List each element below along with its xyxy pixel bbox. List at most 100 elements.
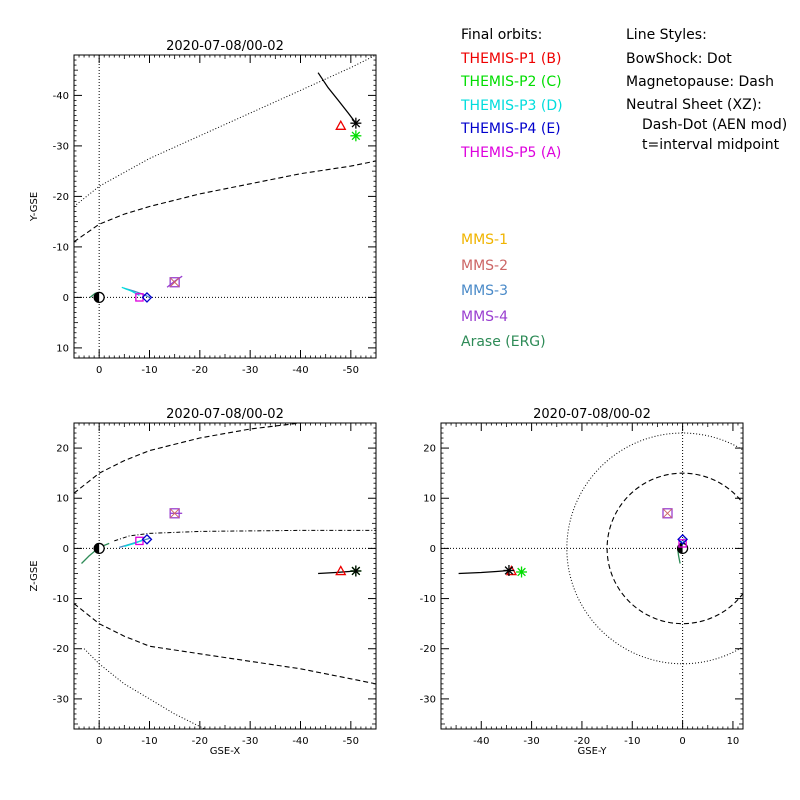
y-axis-label: Y-GSE <box>29 192 40 222</box>
x-axis-label: GSE-X <box>210 746 241 757</box>
x-tick-label: -40 <box>292 365 308 376</box>
legend-neutral-sheet-style: Neutral Sheet (XZ): <box>626 96 762 113</box>
marker-shape <box>135 536 144 546</box>
plot-title: 2020-07-08/00-02 <box>533 407 651 422</box>
x-tick-label: -40 <box>292 736 308 747</box>
plot-panel-2: 0 -10 -20 -30 -40 -50 20 10 0 -10 -20 -30 2020-07-08… <box>29 407 377 757</box>
marker-stroke <box>169 277 180 288</box>
y-tick-label: -30 <box>53 141 69 152</box>
legend-themis-p3: THEMIS-P3 (D) <box>461 97 563 114</box>
orbit-track <box>458 569 509 575</box>
legend-final-orbits-title: Final orbits: <box>461 27 543 43</box>
marker-stroke <box>351 131 361 141</box>
marker-themis-p3 <box>350 565 362 577</box>
marker-stroke <box>662 508 673 519</box>
plot-panel-3: -40 -30 -20 -10 0 10 20 10 0 -10 -20 -30 2020-07-08/… <box>420 407 744 757</box>
marker-shape <box>169 508 180 519</box>
y-tick-label: -10 <box>53 242 69 253</box>
y-tick-label: 10 <box>423 494 436 505</box>
x-tick-label: -20 <box>192 365 208 376</box>
marker-themis-p3 <box>350 117 362 129</box>
marker-mms-3 <box>141 291 153 303</box>
legend-line-styles-title: Line Styles: <box>626 27 707 43</box>
magnetopause-curve-bottom <box>74 603 376 685</box>
y-tick-label: -20 <box>53 192 69 203</box>
marker-themis-p1 <box>335 119 347 130</box>
y-axis-label: Z-GSE <box>29 560 40 591</box>
plot-frame <box>73 54 377 359</box>
legend-themis-p2: THEMIS-P2 (C) <box>461 74 562 90</box>
marker-shape <box>678 539 687 548</box>
marker-themis-p2 <box>350 130 362 142</box>
marker-shape <box>335 565 347 576</box>
marker-shape <box>662 508 673 519</box>
legend-mms-2: MMS-2 <box>461 257 509 274</box>
y-tick-label: 10 <box>56 343 69 354</box>
legend-line-styles: Line Styles: BowShock: Dot Magnetopause:… <box>626 24 787 155</box>
x-tick-label: -50 <box>343 736 359 747</box>
x-tick-label: -20 <box>574 736 590 747</box>
marker-themis-p3 <box>503 564 515 576</box>
marker-shape <box>141 291 153 303</box>
plot-area <box>74 423 376 729</box>
magnetopause-circle <box>606 472 743 625</box>
orbit-track <box>124 539 143 548</box>
x-tick-label: -40 <box>473 736 489 747</box>
earth-night-side <box>94 292 100 303</box>
y-tick-label: -10 <box>53 594 69 605</box>
x-tick-label: -50 <box>343 365 359 376</box>
y-tick-label: -10 <box>420 594 436 605</box>
x-axis-label: GSE-Y <box>578 746 608 757</box>
earth-symbol <box>93 291 105 304</box>
magnetopause-curve <box>74 160 376 243</box>
x-tick-label: 0 <box>96 365 102 376</box>
marker-stroke <box>517 567 526 577</box>
x-tick-label: -30 <box>242 736 258 747</box>
legend-mms-3: MMS-3 <box>461 283 509 299</box>
x-tick-label: -10 <box>624 736 640 747</box>
earth-symbol <box>93 542 105 555</box>
magnetopause-curve-top <box>74 423 301 494</box>
marker-stroke <box>169 508 180 519</box>
marker-shape <box>169 277 180 288</box>
x-tick-label: -10 <box>141 365 157 376</box>
legend-magnetopause-style: Magnetopause: Dash <box>626 74 775 90</box>
x-tick-label: 0 <box>96 736 102 747</box>
y-tick-label: 0 <box>63 544 69 555</box>
x-tick-label: -10 <box>141 736 157 747</box>
y-tick-label: 20 <box>423 444 436 455</box>
legend-interval-midpoint: t=interval midpoint <box>642 136 780 153</box>
legend-mms: MMS-1 MMS-2 MMS-3 MMS-4 Arase (ERG) <box>461 228 546 356</box>
marker-stroke <box>351 118 361 128</box>
marker-shape <box>335 119 347 130</box>
neutral-sheet-curve <box>114 529 376 542</box>
y-tick-label: -20 <box>53 644 69 655</box>
marker-stroke <box>504 566 514 575</box>
bowshock-curve <box>74 55 376 207</box>
x-tick-label: 10 <box>727 736 740 747</box>
orbit-track <box>81 542 110 564</box>
marker-mms-1 <box>135 536 144 546</box>
plot-area <box>441 423 743 729</box>
legend-mms-4: MMS-4 <box>461 308 509 325</box>
marker-stroke <box>351 566 361 576</box>
legend-themis: Final orbits: THEMIS-P1 (B) THEMIS-P2 (C… <box>461 24 563 165</box>
plot-panel-1: 0 -10 -20 -30 -40 -50 10 0 -10 -20 -30 -40 2020-07-0… <box>29 39 377 376</box>
marker-themis-p1 <box>335 565 347 576</box>
legend-arase: Arase (ERG) <box>461 334 546 350</box>
x-tick-label: 0 <box>679 736 685 747</box>
y-tick-label: 10 <box>56 494 69 505</box>
marker-themis-p2 <box>516 566 528 578</box>
plot-frame <box>73 422 377 730</box>
plot-title: 2020-07-08/00-02 <box>166 39 284 54</box>
y-tick-label: 0 <box>63 293 69 304</box>
y-tick-label: 0 <box>430 544 436 555</box>
marker-mms-3 <box>141 533 153 545</box>
marker-mms-4 <box>662 508 673 519</box>
x-tick-label: -30 <box>242 365 258 376</box>
bowshock-curve-bottom <box>83 648 206 729</box>
x-tick-label: -20 <box>192 736 208 747</box>
marker-shape <box>141 533 153 545</box>
